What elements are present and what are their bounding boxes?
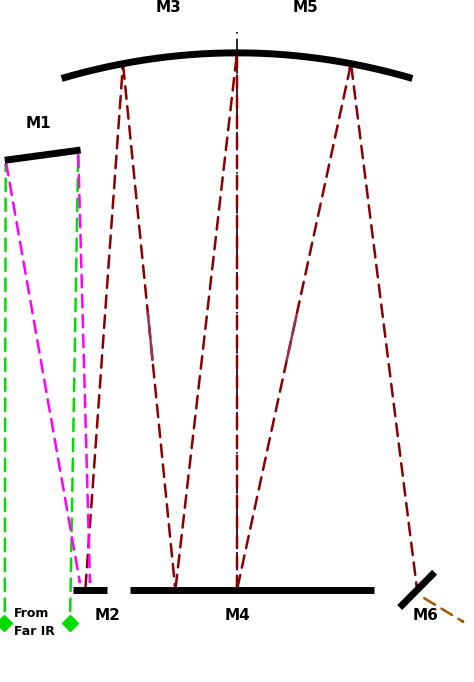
Text: M6: M6: [412, 608, 438, 623]
Text: M3: M3: [155, 0, 181, 15]
Text: M1: M1: [26, 116, 52, 131]
Text: From: From: [14, 607, 50, 621]
Text: M2: M2: [95, 608, 121, 623]
Text: M4: M4: [224, 608, 250, 623]
Text: Far IR: Far IR: [14, 625, 55, 638]
Text: M5: M5: [293, 0, 319, 15]
